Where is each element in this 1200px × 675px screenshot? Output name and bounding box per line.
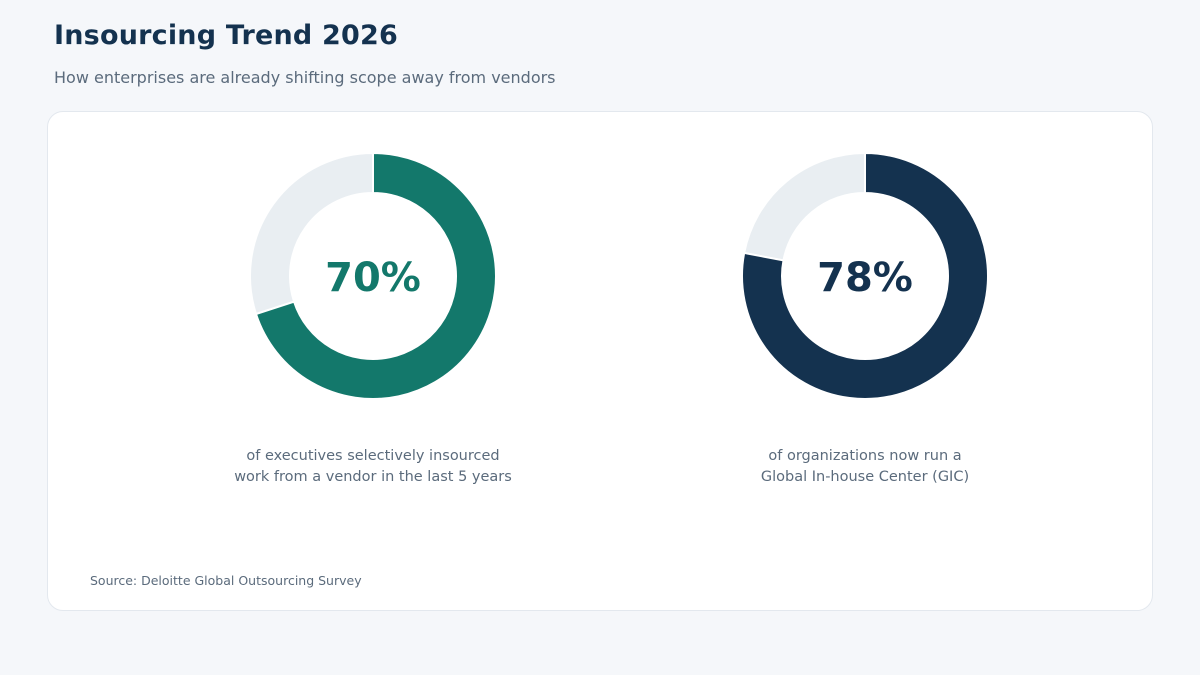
donut-value-slice <box>254 151 497 400</box>
donut-value-slice <box>741 151 989 400</box>
donut-value-label: 70% <box>325 255 421 301</box>
caption-line: work from a vendor in the last 5 years <box>234 469 512 485</box>
page-title: Insourcing Trend 2026 <box>54 20 399 51</box>
caption-line: of executives selectively insourced <box>246 448 500 464</box>
stats-card: 70% of executives selectively insourced … <box>47 111 1153 611</box>
donut-svg-gic <box>741 151 989 400</box>
donut-caption-gic: of organizations now run a Global In-hou… <box>675 446 1055 488</box>
caption-line: Global In-house Center (GIC) <box>760 469 970 485</box>
source-note: Source: Deloitte Global Outsourcing Surv… <box>90 573 362 588</box>
donut-chart-insourced: 70% <box>243 146 503 406</box>
donut-remainder-slice <box>743 151 866 262</box>
donut-chart-gic: 78% <box>735 146 995 406</box>
page-subtitle: How enterprises are already shifting sco… <box>54 68 556 87</box>
donut-value-label: 78% <box>817 255 913 301</box>
donut-svg-insourced <box>249 151 497 400</box>
caption-line: of organizations now run a <box>768 448 962 464</box>
donut-caption-insourced: of executives selectively insourced work… <box>183 446 563 488</box>
donut-remainder-slice <box>249 151 374 316</box>
